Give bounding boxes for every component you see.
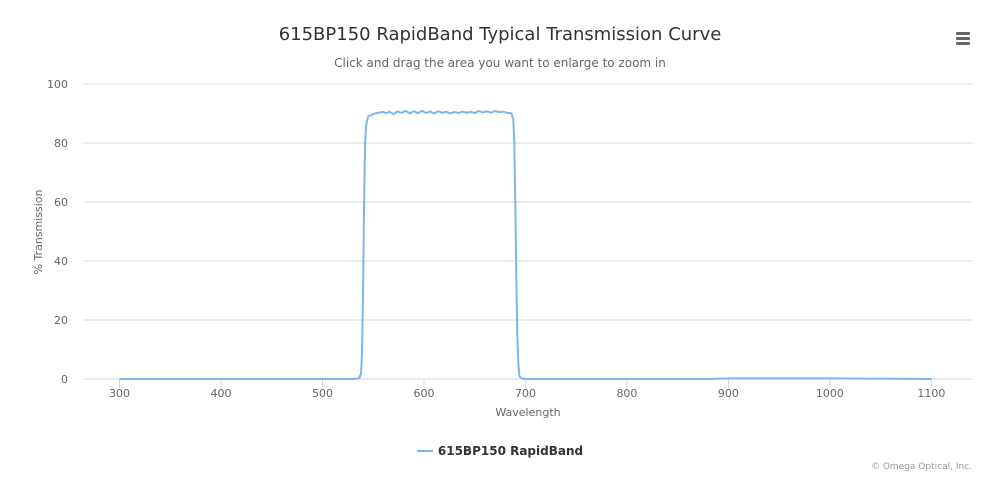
credits-text[interactable]: © Omega Optical, Inc. — [870, 462, 972, 472]
x-tick-label: 600 — [413, 387, 434, 400]
chart-menu-button[interactable] — [948, 28, 978, 50]
y-axis-title: % Transmission — [32, 189, 45, 274]
x-axis-title: Wavelength — [495, 406, 560, 419]
x-tick-label: 400 — [211, 387, 232, 400]
legend-item[interactable]: 615BP150 RapidBand — [0, 444, 1000, 458]
x-tick-label: 900 — [718, 387, 739, 400]
x-tick-label: 1100 — [917, 387, 945, 400]
x-tick-label: 1000 — [816, 387, 844, 400]
y-tick-label: 0 — [61, 373, 68, 386]
y-tick-label: 100 — [47, 78, 68, 91]
y-tick-label: 40 — [54, 255, 68, 268]
legend-label: 615BP150 RapidBand — [437, 444, 584, 458]
grid-lines — [84, 83, 972, 321]
x-tick-label: 800 — [616, 387, 637, 400]
chart-title: 615BP150 RapidBand Typical Transmission … — [278, 24, 722, 45]
series-group — [119, 109, 932, 380]
series-line[interactable] — [119, 109, 932, 380]
legend-swatch — [416, 449, 433, 452]
chart-subtitle: Click and drag the area you want to enla… — [334, 56, 666, 70]
y-tick-label: 60 — [54, 196, 68, 209]
x-axis-ticks: 300 400 500 600 700 800 900 1000 1100 — [109, 379, 945, 400]
x-tick-label: 300 — [109, 387, 130, 400]
y-axis: 0 20 40 60 80 100 — [47, 78, 68, 386]
y-tick-label: 20 — [54, 314, 68, 327]
y-tick-label: 80 — [54, 137, 68, 150]
x-tick-label: 500 — [312, 387, 333, 400]
x-tick-label: 700 — [515, 387, 536, 400]
